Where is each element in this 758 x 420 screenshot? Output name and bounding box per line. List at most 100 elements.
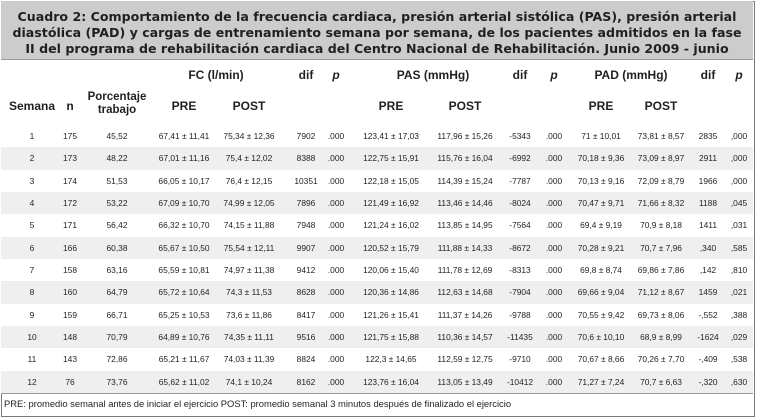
cell-pad-p: ,031 bbox=[730, 220, 748, 231]
header-fc-p: p bbox=[332, 68, 340, 82]
cell-pad-dif: -,552 bbox=[698, 309, 718, 320]
cell-pad-pre: 69,4 ± 9,19 bbox=[580, 220, 622, 231]
cell-fc-post: 74,03 ± 11,39 bbox=[223, 354, 275, 365]
cell-pad-pre: 70,55 ± 9,42 bbox=[577, 309, 625, 320]
cell-n: 174 bbox=[63, 175, 77, 186]
cell-pas-post: 113,85 ± 14,95 bbox=[437, 220, 493, 231]
table-caption: Cuadro 2: Comportamiento de la frecuenci… bbox=[1, 1, 753, 72]
cell-n: 171 bbox=[63, 220, 77, 231]
cell-semana: 2 bbox=[29, 153, 35, 164]
cell-pas-post: 112,59 ± 12,75 bbox=[437, 354, 493, 365]
cell-fc-dif: 7902 bbox=[296, 131, 316, 141]
cell-pas-p: .000 bbox=[545, 376, 563, 387]
cell-pct: 66,71 bbox=[106, 309, 128, 320]
cell-pas-dif: -7564 bbox=[509, 220, 531, 231]
cell-fc-p: .000 bbox=[327, 242, 345, 253]
table-row: 5 171 56,42 66,32 ± 10,70 74,15 ± 11,88 7948.… bbox=[1, 214, 753, 237]
cell-pad-post: 73,81 ± 8,57 bbox=[637, 131, 685, 141]
cell-fc-dif: 8417 bbox=[296, 309, 316, 320]
cell-pas-dif: -5343 bbox=[509, 131, 531, 141]
cell-pas-dif: -8024 bbox=[509, 198, 531, 208]
cell-fc-pre: 64,89 ± 10,76 bbox=[158, 332, 210, 342]
cell-pad-p: ,045 bbox=[730, 198, 748, 208]
cell-pas-p: .000 bbox=[545, 220, 563, 231]
cell-fc-dif: 7896 bbox=[296, 198, 316, 208]
header-porcentaje-line1: Porcentaje bbox=[87, 91, 147, 103]
cell-pad-p: ,021 bbox=[730, 287, 748, 298]
cell-fc-post: 76,4 ± 12,15 bbox=[225, 175, 273, 186]
header-pad-pre: PRE bbox=[588, 99, 614, 113]
cell-pad-post: 72,09 ± 8,79 bbox=[637, 175, 685, 186]
cell-pad-p: ,538 bbox=[730, 354, 748, 365]
cell-pad-post: 70,9 ± 8,18 bbox=[640, 220, 682, 231]
cell-fc-dif: 8628 bbox=[296, 287, 316, 298]
cell-pad-post: 70,7 ± 7,96 bbox=[640, 242, 682, 253]
cell-n: 160 bbox=[63, 287, 77, 298]
table-row: 6 166 60,38 65,67 ± 10,50 75,54 ± 12,11 9907.… bbox=[1, 236, 753, 259]
cell-fc-pre: 67,09 ± 10,70 bbox=[158, 198, 210, 208]
cell-pas-pre: 122,75 ± 15,91 bbox=[363, 153, 419, 164]
cell-fc-post: 74,3 ± 11,53 bbox=[226, 287, 272, 298]
cell-fc-p: .000 bbox=[327, 354, 345, 365]
cell-pad-dif: -,320 bbox=[698, 376, 718, 387]
cell-pas-pre: 121,26 ± 15,41 bbox=[363, 309, 419, 320]
header-semana: Semana bbox=[8, 99, 56, 113]
cell-fc-dif: 8388 bbox=[296, 153, 316, 164]
header-pas-dif: dif bbox=[512, 68, 528, 82]
cell-pas-p: .000 bbox=[545, 354, 563, 365]
cell-pct: 60,38 bbox=[106, 242, 128, 253]
cell-pct: 70,79 bbox=[106, 332, 128, 342]
cell-pad-pre: 70,67 ± 8,66 bbox=[577, 354, 625, 365]
cell-pas-p: .000 bbox=[545, 309, 563, 320]
cell-fc-dif: 8162 bbox=[296, 376, 316, 387]
cell-pad-dif: 2911 bbox=[698, 153, 718, 164]
cell-fc-dif: 10351 bbox=[294, 175, 318, 186]
cell-pas-pre: 120,52 ± 15,79 bbox=[363, 242, 419, 253]
cell-pas-p: .000 bbox=[545, 242, 563, 253]
cell-pct: 73,76 bbox=[106, 376, 128, 387]
cell-pas-post: 114,39 ± 15,24 bbox=[437, 175, 493, 186]
cell-fc-dif: 9516 bbox=[296, 332, 316, 342]
cell-pas-dif: -7904 bbox=[509, 287, 531, 298]
cell-pad-dif: -1624 bbox=[697, 332, 719, 342]
cell-fc-post: 74,99 ± 12,05 bbox=[223, 198, 275, 208]
cell-n: 158 bbox=[63, 265, 77, 275]
cell-n: 166 bbox=[63, 242, 77, 253]
cell-pas-p: .000 bbox=[545, 198, 563, 208]
cell-pas-dif: -9710 bbox=[509, 354, 531, 365]
cell-pas-p: .000 bbox=[545, 153, 563, 164]
cell-pad-pre: 70,13 ± 9,16 bbox=[577, 175, 625, 186]
cell-pad-dif: 2835 bbox=[698, 131, 718, 141]
header-fc-pre: PRE bbox=[171, 99, 197, 113]
cell-fc-pre: 65,25 ± 10,53 bbox=[158, 309, 210, 320]
cell-pad-dif: ,142 bbox=[699, 265, 717, 275]
cell-pad-dif: 1411 bbox=[698, 220, 718, 231]
cell-fc-dif: 9412 bbox=[296, 265, 316, 275]
header-pad-p: p bbox=[735, 68, 743, 82]
table-row: 3 174 51,53 66,05 ± 10,17 76,4 ± 12,15 10351.… bbox=[1, 169, 753, 192]
cell-semana: 1 bbox=[29, 131, 35, 141]
cell-n: 172 bbox=[63, 198, 77, 208]
cell-pas-dif: -8672 bbox=[509, 242, 531, 253]
header-pad: PAD (mmHg) bbox=[594, 68, 668, 82]
cell-semana: 4 bbox=[29, 198, 35, 208]
header-pas: PAS (mmHg) bbox=[396, 68, 470, 82]
cell-pas-post: 110,36 ± 14,57 bbox=[437, 332, 493, 342]
cell-pas-dif: -9788 bbox=[509, 309, 531, 320]
cell-fc-pre: 65,59 ± 10,81 bbox=[158, 265, 210, 275]
cell-pas-p: .000 bbox=[545, 265, 563, 275]
cell-n: 159 bbox=[63, 309, 77, 320]
cell-pad-p: ,630 bbox=[730, 376, 748, 387]
header-n: n bbox=[66, 99, 74, 113]
table-row: 1 175 45,52 67,41 ± 11,41 75,34 ± 12,36 7902.… bbox=[1, 125, 753, 148]
cell-pas-post: 111,78 ± 12,69 bbox=[437, 265, 493, 275]
cell-pad-dif: 1188 bbox=[698, 198, 718, 208]
header-pad-post: POST bbox=[644, 99, 678, 113]
cell-fc-pre: 67,01 ± 11,16 bbox=[158, 153, 210, 164]
cell-pct: 53,22 bbox=[106, 198, 128, 208]
cell-pas-p: .000 bbox=[545, 175, 563, 186]
cell-fc-dif: 8824 bbox=[296, 354, 316, 365]
cell-semana: 8 bbox=[29, 287, 35, 298]
cell-pad-p: ,810 bbox=[730, 265, 748, 275]
cell-pas-dif: -7787 bbox=[509, 175, 531, 186]
